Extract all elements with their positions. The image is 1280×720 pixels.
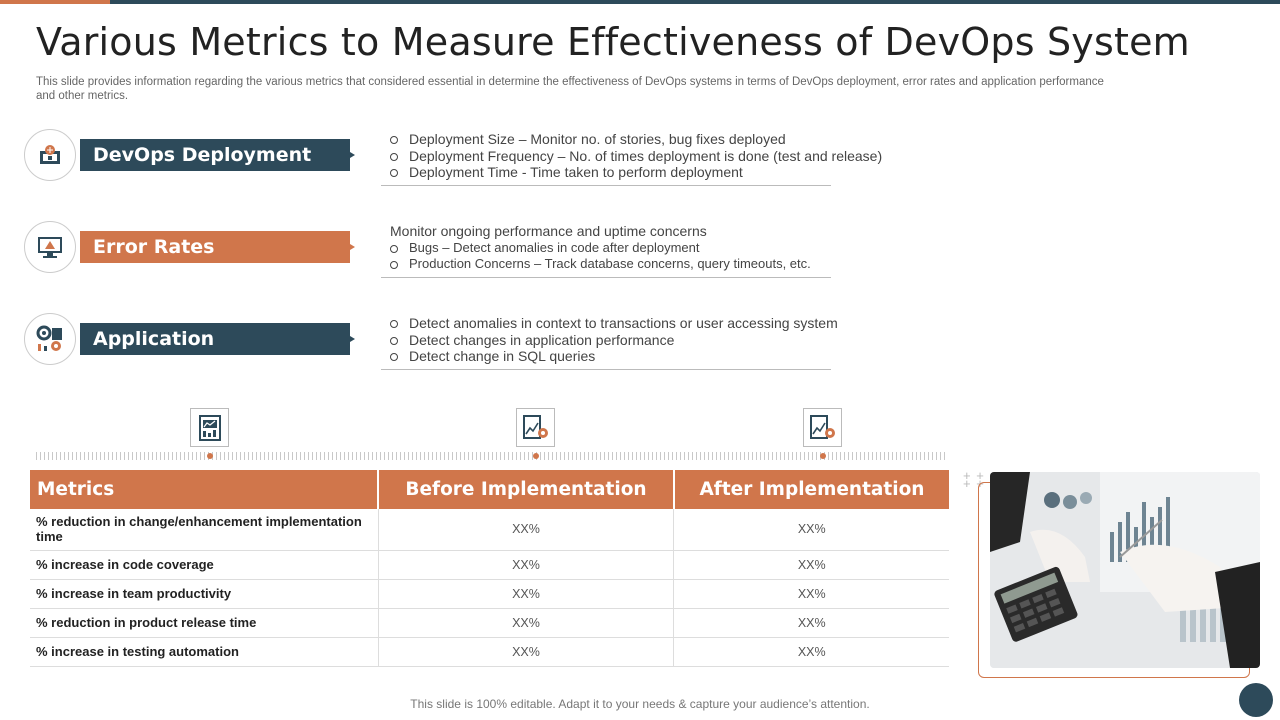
metric-bullet: Production Concerns – Track database con…: [381, 256, 831, 273]
page-subtitle: This slide provides information regardin…: [36, 76, 1104, 102]
metric-bullet: Bugs – Detect anomalies in code after de…: [381, 240, 831, 257]
ruler-marker: [533, 453, 539, 459]
ruler-marker: [207, 453, 213, 459]
metrics-table: Metrics Before Implementation After Impl…: [30, 470, 949, 667]
after-value-cell: XX%: [673, 550, 949, 580]
ruler-marker: [820, 453, 826, 459]
metric-description-application-performance: Detect anomalies in context to transacti…: [381, 315, 838, 370]
before-value-cell: XX%: [378, 637, 675, 667]
after-value-cell: XX%: [673, 509, 949, 551]
metric-row-error-rates: Error Rates Monitor ongoing performance …: [24, 221, 884, 278]
corner-decoration: [1239, 683, 1273, 717]
analytics-gear-icon: [516, 408, 555, 447]
table-header-row: Metrics Before Implementation After Impl…: [30, 470, 949, 509]
metric-label-error-rates: Error Rates: [80, 231, 355, 263]
before-value-cell: XX%: [378, 579, 675, 609]
metric-bullet: Deployment Size – Monitor no. of stories…: [381, 131, 831, 148]
metric-bullet: Deployment Frequency – No. of times depl…: [381, 148, 882, 165]
calculator-charts-photo: [990, 472, 1260, 668]
table-row: % reduction in change/enhancement implem…: [30, 509, 949, 551]
table-row: % increase in team productivity XX% XX%: [30, 579, 949, 609]
report-chart-icon: [190, 408, 229, 447]
metric-bullet: Detect change in SQL queries: [381, 348, 831, 365]
after-value-cell: XX%: [673, 637, 949, 667]
top-bar-accent: [0, 0, 110, 4]
metric-row-devops-deployment: DevOps Deployment Deployment Size – Moni…: [24, 129, 884, 186]
metric-bullet: Detect changes in application performanc…: [381, 332, 831, 349]
monitor-warning-icon: [24, 221, 76, 273]
metric-label-devops-deployment: DevOps Deployment: [80, 139, 355, 171]
deployment-icon: [24, 129, 76, 181]
metric-name-cell: % reduction in product release time: [30, 608, 379, 638]
footer-note: This slide is 100% editable. Adapt it to…: [410, 697, 870, 711]
decorative-ruler: [36, 452, 946, 460]
metric-description-error-rates: Monitor ongoing performance and uptime c…: [381, 223, 831, 278]
analytics-gear-icon: [803, 408, 842, 447]
column-header-metrics: Metrics: [30, 470, 379, 509]
performance-gears-icon: [24, 313, 76, 365]
page-title: Various Metrics to Measure Effectiveness…: [36, 20, 1190, 64]
table-row: % increase in testing automation XX% XX%: [30, 637, 949, 667]
before-value-cell: XX%: [378, 608, 675, 638]
metric-name-cell: % increase in code coverage: [30, 550, 379, 580]
metric-description-devops-deployment: Deployment Size – Monitor no. of stories…: [381, 131, 882, 186]
metric-bullet: Deployment Time - Time taken to perform …: [381, 164, 831, 181]
metric-row-application-performance: Application Performance Detect anomalies…: [24, 313, 884, 382]
metric-name-cell: % increase in testing automation: [30, 637, 379, 667]
after-value-cell: XX%: [673, 608, 949, 638]
column-header-before: Before Implementation: [378, 470, 675, 509]
before-value-cell: XX%: [378, 550, 675, 580]
column-header-after: After Implementation: [673, 470, 949, 509]
table-row: % reduction in product release time XX% …: [30, 608, 949, 638]
before-value-cell: XX%: [378, 509, 675, 551]
metric-lead-text: Monitor ongoing performance and uptime c…: [390, 223, 707, 239]
table-row: % increase in code coverage XX% XX%: [30, 550, 949, 580]
top-bar: [0, 0, 1280, 4]
metric-name-cell: % increase in team productivity: [30, 579, 379, 609]
metric-label-application-performance: Application Performance: [80, 323, 355, 382]
metric-bullet: Detect anomalies in context to transacti…: [381, 315, 838, 332]
after-value-cell: XX%: [673, 579, 949, 609]
metric-name-cell: % reduction in change/enhancement implem…: [30, 509, 379, 551]
